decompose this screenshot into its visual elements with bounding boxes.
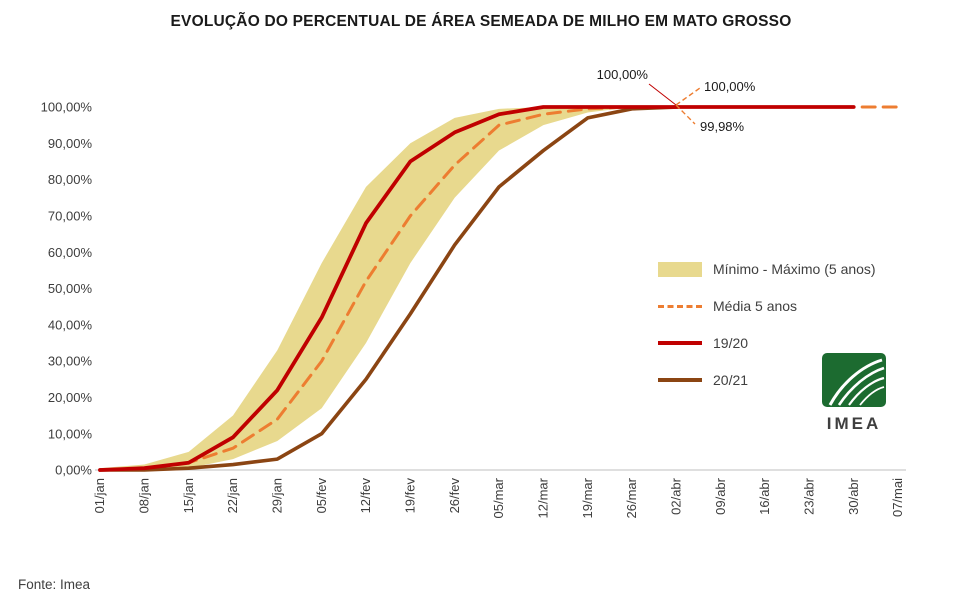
svg-text:12/fev: 12/fev xyxy=(358,478,373,514)
svg-text:50,00%: 50,00% xyxy=(48,281,93,296)
svg-text:05/fev: 05/fev xyxy=(314,478,329,514)
legend-swatch-solid xyxy=(658,378,702,382)
legend-label: Média 5 anos xyxy=(713,298,798,314)
svg-text:10,00%: 10,00% xyxy=(48,426,93,441)
legend-label: Mínimo - Máximo (5 anos) xyxy=(713,261,876,277)
legend-label: 20/21 xyxy=(713,372,749,388)
svg-text:19/mar: 19/mar xyxy=(580,477,595,518)
legend-swatch-band xyxy=(658,261,702,277)
imea-logo-text: IMEA xyxy=(826,414,882,433)
seeded-area-line-chart: 0,00% 10,00% 20,00% 30,00% 40,00% 50,00% 60,00… xyxy=(41,83,906,518)
svg-text:23/abr: 23/abr xyxy=(801,477,816,515)
svg-text:30/abr: 30/abr xyxy=(846,477,861,515)
svg-text:01/jan: 01/jan xyxy=(92,478,107,513)
svg-text:12/mar: 12/mar xyxy=(535,477,550,518)
svg-text:100,00%: 100,00% xyxy=(41,100,93,115)
svg-text:80,00%: 80,00% xyxy=(48,172,93,187)
legend: Mínimo - Máximo (5 anos) Média 5 anos 19/2… xyxy=(658,258,876,391)
svg-text:02/abr: 02/abr xyxy=(668,477,683,515)
annotation-1920-final-value: 100,00% xyxy=(596,67,648,82)
svg-text:60,00%: 60,00% xyxy=(48,245,93,260)
svg-text:40,00%: 40,00% xyxy=(48,317,93,332)
svg-text:26/mar: 26/mar xyxy=(624,477,639,518)
svg-text:22/jan: 22/jan xyxy=(225,478,240,513)
svg-text:20,00%: 20,00% xyxy=(48,390,93,405)
svg-text:90,00%: 90,00% xyxy=(48,136,93,151)
svg-text:08/jan: 08/jan xyxy=(136,478,151,513)
source-note: Fonte: Imea xyxy=(18,577,91,592)
svg-text:26/fev: 26/fev xyxy=(447,478,462,514)
legend-swatch-dashed xyxy=(658,304,702,308)
svg-text:29/jan: 29/jan xyxy=(269,478,284,513)
legend-item-3: 20/21 xyxy=(658,369,876,391)
svg-text:07/mai: 07/mai xyxy=(890,478,905,517)
legend-swatch-solid xyxy=(658,341,702,345)
legend-item-1: Média 5 anos xyxy=(658,295,876,317)
svg-text:15/jan: 15/jan xyxy=(181,478,196,513)
svg-text:09/abr: 09/abr xyxy=(713,477,728,515)
imea-logo-icon xyxy=(822,353,886,407)
svg-text:30,00%: 30,00% xyxy=(48,354,93,369)
legend-label: 19/20 xyxy=(713,335,749,351)
annotation-2021-final-value: 99,98% xyxy=(700,119,745,134)
chart-title: EVOLUÇÃO DO PERCENTUAL DE ÁREA SEMEADA D… xyxy=(170,13,792,30)
svg-text:0,00%: 0,00% xyxy=(55,463,92,478)
svg-text:16/abr: 16/abr xyxy=(757,477,772,515)
svg-text:70,00%: 70,00% xyxy=(48,208,93,223)
svg-text:19/fev: 19/fev xyxy=(402,478,417,514)
legend-item-2: 19/20 xyxy=(658,332,876,354)
svg-text:05/mar: 05/mar xyxy=(491,477,506,518)
annotation-media-final-value: 100,00% xyxy=(704,79,756,94)
legend-item-0: Mínimo - Máximo (5 anos) xyxy=(658,258,876,280)
imea-logo: IMEA xyxy=(821,353,887,434)
